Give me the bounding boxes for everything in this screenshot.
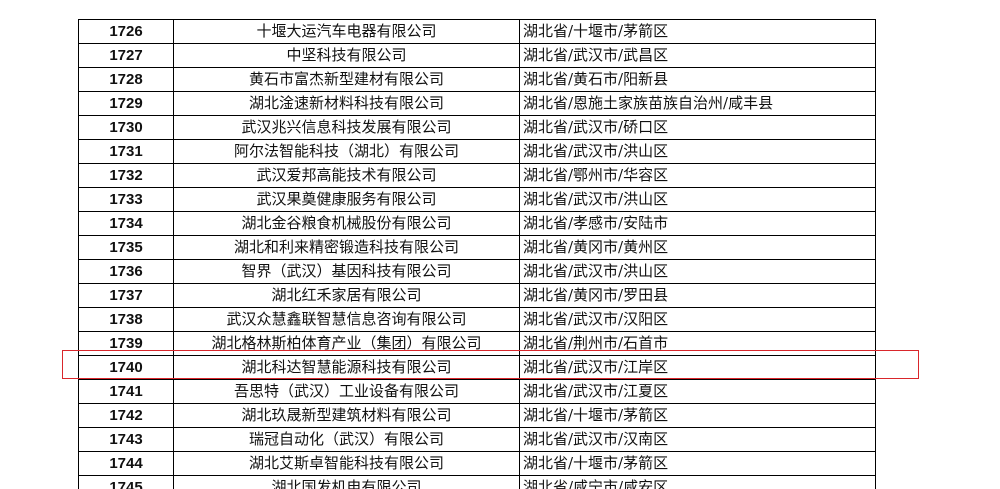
table-row: 1739 湖北格林斯柏体育产业（集团）有限公司 湖北省/荆州市/石首市 bbox=[78, 331, 876, 356]
company-name: 瑞冠自动化（武汉）有限公司 bbox=[173, 427, 520, 452]
region: 湖北省/武汉市/武昌区 bbox=[519, 43, 876, 68]
region: 湖北省/武汉市/汉阳区 bbox=[519, 307, 876, 332]
row-number: 1744 bbox=[78, 451, 174, 476]
row-number: 1729 bbox=[78, 91, 174, 116]
row-number: 1742 bbox=[78, 403, 174, 428]
region: 湖北省/武汉市/洪山区 bbox=[519, 187, 876, 212]
row-number: 1732 bbox=[78, 163, 174, 188]
table-row: 1732 武汉爱邦高能技术有限公司 湖北省/鄂州市/华容区 bbox=[78, 163, 876, 188]
company-name: 黄石市富杰新型建材有限公司 bbox=[173, 67, 520, 92]
region: 湖北省/十堰市/茅箭区 bbox=[519, 451, 876, 476]
row-number: 1743 bbox=[78, 427, 174, 452]
company-name: 十堰大运汽车电器有限公司 bbox=[173, 19, 520, 44]
region: 湖北省/黄冈市/罗田县 bbox=[519, 283, 876, 308]
company-name: 湖北艾斯卓智能科技有限公司 bbox=[173, 451, 520, 476]
row-number: 1738 bbox=[78, 307, 174, 332]
company-table: 1726 十堰大运汽车电器有限公司 湖北省/十堰市/茅箭区 1727 中坚科技有限公司湖… bbox=[78, 19, 876, 489]
region: 湖北省/孝感市/安陆市 bbox=[519, 211, 876, 236]
table-row: 1735 湖北和利来精密锻造科技有限公司 湖北省/黄冈市/黄州区 bbox=[78, 235, 876, 260]
company-name: 湖北玖晟新型建筑材料有限公司 bbox=[173, 403, 520, 428]
company-name: 湖北淦速新材料科技有限公司 bbox=[173, 91, 520, 116]
table-row: 1727 中坚科技有限公司 湖北省/武汉市/武昌区 bbox=[78, 43, 876, 68]
region: 湖北省/黄石市/阳新县 bbox=[519, 67, 876, 92]
company-name: 湖北格林斯柏体育产业（集团）有限公司 bbox=[173, 331, 520, 356]
row-number: 1737 bbox=[78, 283, 174, 308]
region: 湖北省/黄冈市/黄州区 bbox=[519, 235, 876, 260]
row-number: 1734 bbox=[78, 211, 174, 236]
table-row: 1744 湖北艾斯卓智能科技有限公司 湖北省/十堰市/茅箭区 bbox=[78, 451, 876, 476]
table-row: 1736 智界（武汉）基因科技有限公司 湖北省/武汉市/洪山区 bbox=[78, 259, 876, 284]
table-row: 1740 湖北科达智慧能源科技有限公司 湖北省/武汉市/江岸区 bbox=[78, 355, 876, 380]
table-row: 1726 十堰大运汽车电器有限公司 湖北省/十堰市/茅箭区 bbox=[78, 19, 876, 44]
region: 湖北省/咸宁市/咸安区 bbox=[519, 475, 876, 489]
company-name: 武汉众慧鑫联智慧信息咨询有限公司 bbox=[173, 307, 520, 332]
row-number: 1741 bbox=[78, 379, 174, 404]
table-row: 1738 武汉众慧鑫联智慧信息咨询有限公司 湖北省/武汉市/汉阳区 bbox=[78, 307, 876, 332]
region: 湖北省/鄂州市/华容区 bbox=[519, 163, 876, 188]
row-number: 1736 bbox=[78, 259, 174, 284]
table-row: 1729 湖北淦速新材料科技有限公司 湖北省/恩施土家族苗族自治州/咸丰县 bbox=[78, 91, 876, 116]
company-name: 武汉兆兴信息科技发展有限公司 bbox=[173, 115, 520, 140]
row-number: 1727 bbox=[78, 43, 174, 68]
row-number: 1730 bbox=[78, 115, 174, 140]
table-row: 1728 黄石市富杰新型建材有限公司 湖北省/黄石市/阳新县 bbox=[78, 67, 876, 92]
table-row: 1741 吾思特（武汉）工业设备有限公司 湖北省/武汉市/江夏区 bbox=[78, 379, 876, 404]
company-name: 武汉爱邦高能技术有限公司 bbox=[173, 163, 520, 188]
region: 湖北省/武汉市/汉南区 bbox=[519, 427, 876, 452]
table-row: 1731 阿尔法智能科技（湖北）有限公司 湖北省/武汉市/洪山区 bbox=[78, 139, 876, 164]
table-row: 1734 湖北金谷粮食机械股份有限公司 湖北省/孝感市/安陆市 bbox=[78, 211, 876, 236]
region: 湖北省/武汉市/江夏区 bbox=[519, 379, 876, 404]
table-row: 1745 湖北国发机电有限公司 湖北省/咸宁市/咸安区 bbox=[78, 475, 876, 489]
region: 湖北省/武汉市/洪山区 bbox=[519, 139, 876, 164]
region: 湖北省/武汉市/硚口区 bbox=[519, 115, 876, 140]
company-name: 湖北金谷粮食机械股份有限公司 bbox=[173, 211, 520, 236]
company-name: 湖北国发机电有限公司 bbox=[173, 475, 520, 489]
table-row: 1742 湖北玖晟新型建筑材料有限公司 湖北省/十堰市/茅箭区 bbox=[78, 403, 876, 428]
table-row: 1743 瑞冠自动化（武汉）有限公司 湖北省/武汉市/汉南区 bbox=[78, 427, 876, 452]
company-name: 湖北红禾家居有限公司 bbox=[173, 283, 520, 308]
row-number: 1731 bbox=[78, 139, 174, 164]
company-name: 阿尔法智能科技（湖北）有限公司 bbox=[173, 139, 520, 164]
table-row: 1733 武汉果奠健康服务有限公司 湖北省/武汉市/洪山区 bbox=[78, 187, 876, 212]
row-number: 1739 bbox=[78, 331, 174, 356]
region: 湖北省/十堰市/茅箭区 bbox=[519, 19, 876, 44]
row-number: 1745 bbox=[78, 475, 174, 489]
company-name: 智界（武汉）基因科技有限公司 bbox=[173, 259, 520, 284]
region: 湖北省/恩施土家族苗族自治州/咸丰县 bbox=[519, 91, 876, 116]
company-name: 武汉果奠健康服务有限公司 bbox=[173, 187, 520, 212]
company-name: 湖北和利来精密锻造科技有限公司 bbox=[173, 235, 520, 260]
row-number: 1740 bbox=[78, 355, 174, 380]
company-name: 中坚科技有限公司 bbox=[173, 43, 520, 68]
row-number: 1728 bbox=[78, 67, 174, 92]
company-name: 吾思特（武汉）工业设备有限公司 bbox=[173, 379, 520, 404]
table-row: 1737 湖北红禾家居有限公司 湖北省/黄冈市/罗田县 bbox=[78, 283, 876, 308]
region: 湖北省/武汉市/洪山区 bbox=[519, 259, 876, 284]
region: 湖北省/武汉市/江岸区 bbox=[519, 355, 876, 380]
row-number: 1733 bbox=[78, 187, 174, 212]
region: 湖北省/十堰市/茅箭区 bbox=[519, 403, 876, 428]
row-number: 1726 bbox=[78, 19, 174, 44]
table-row: 1730 武汉兆兴信息科技发展有限公司 湖北省/武汉市/硚口区 bbox=[78, 115, 876, 140]
row-number: 1735 bbox=[78, 235, 174, 260]
highlight-box bbox=[62, 350, 919, 379]
